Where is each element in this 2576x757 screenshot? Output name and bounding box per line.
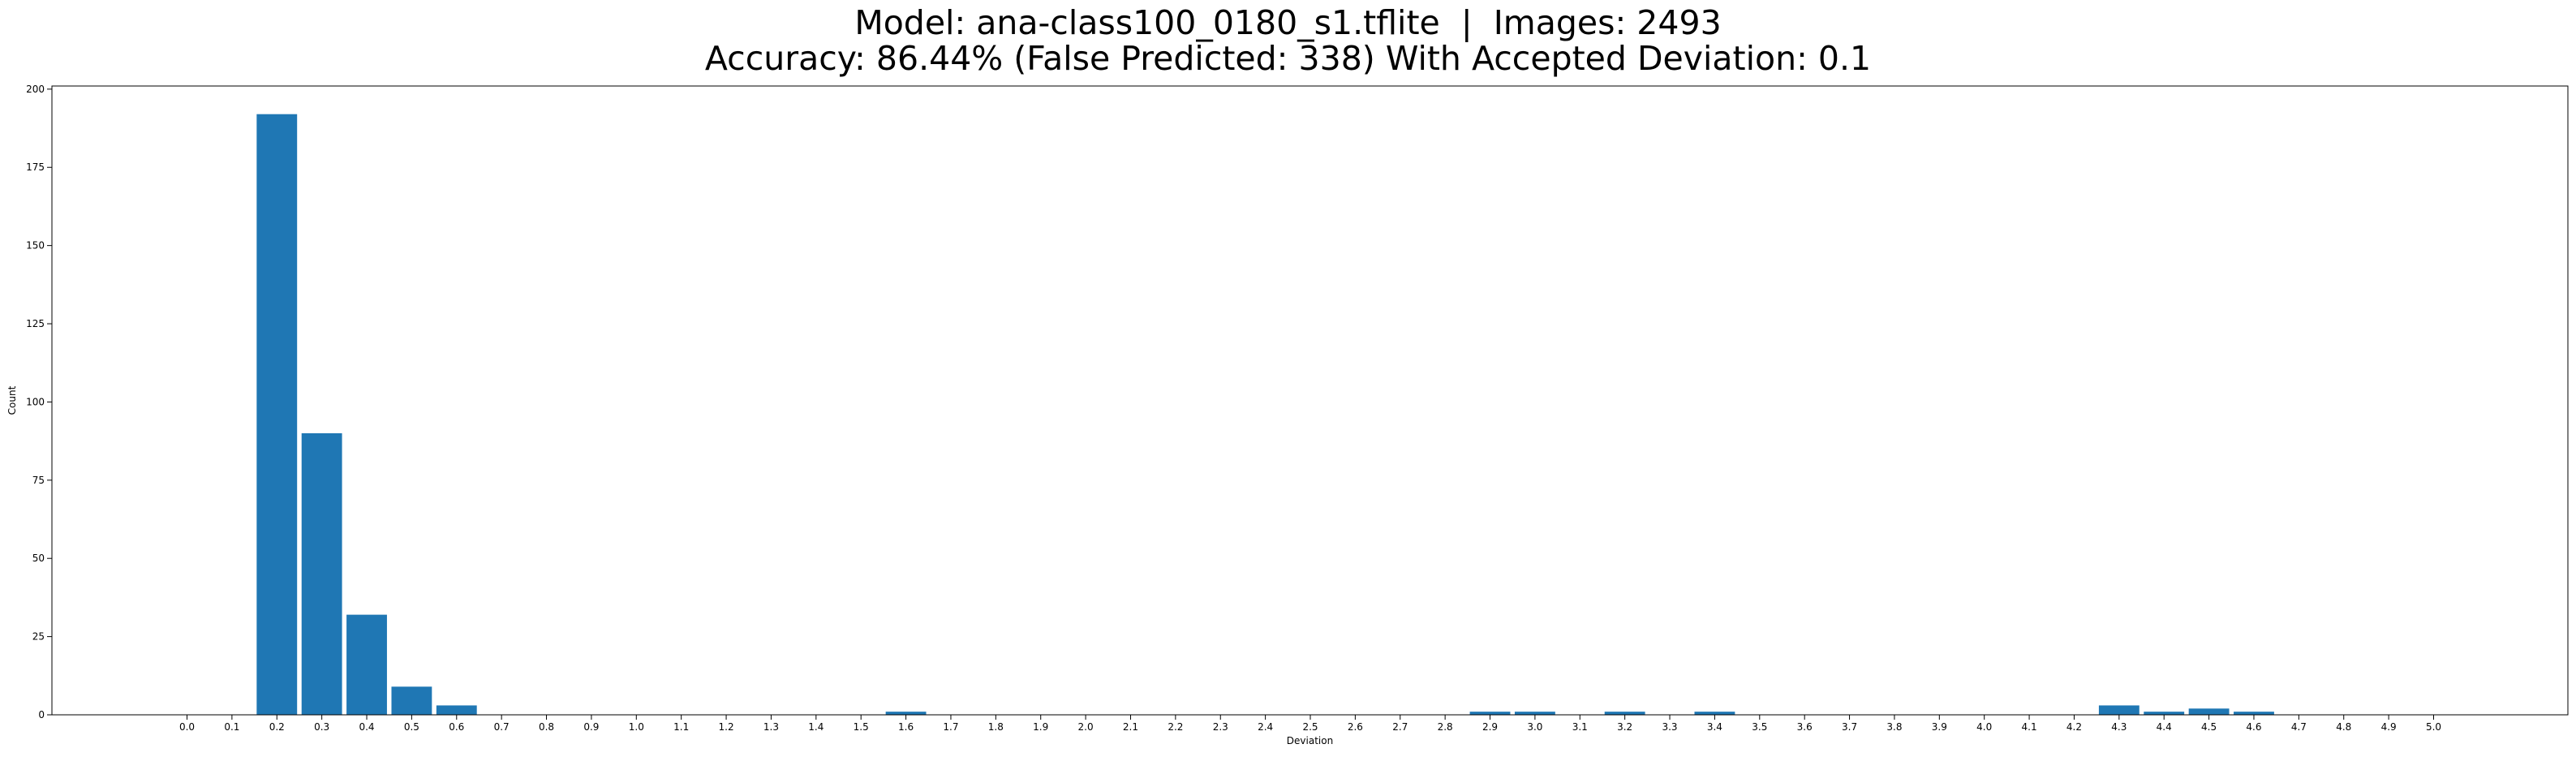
y-tick-label: 175 (26, 161, 45, 173)
x-tick-label: 4.4 (2157, 721, 2172, 733)
x-tick-label: 3.9 (1932, 721, 1947, 733)
x-tick-label: 3.3 (1662, 721, 1677, 733)
x-tick-label: 2.7 (1392, 721, 1408, 733)
x-tick-label: 1.0 (629, 721, 644, 733)
bar-4.6 (2234, 712, 2274, 715)
y-tick-label: 0 (38, 709, 45, 720)
y-tick-label: 50 (32, 553, 45, 564)
x-tick-label: 3.2 (1617, 721, 1632, 733)
x-tick-label: 3.6 (1797, 721, 1813, 733)
x-tick-label: 0.8 (539, 721, 554, 733)
y-tick-label: 125 (26, 318, 45, 329)
x-tick-label: 4.2 (2066, 721, 2082, 733)
x-tick-label: 0.6 (449, 721, 464, 733)
x-tick-label: 0.0 (179, 721, 195, 733)
x-tick-label: 1.9 (1033, 721, 1048, 733)
bar-1.6 (885, 712, 927, 715)
y-tick-label: 200 (26, 84, 45, 95)
x-tick-label: 4.3 (2111, 721, 2127, 733)
x-tick-label: 3.4 (1707, 721, 1722, 733)
bar-0.2 (256, 114, 298, 715)
x-tick-label: 0.1 (224, 721, 239, 733)
x-tick-label: 4.7 (2291, 721, 2307, 733)
x-tick-label: 2.9 (1482, 721, 1498, 733)
y-axis: 0 25 50 75 100 125 150 175 200 (26, 84, 52, 720)
x-tick-label: 5.0 (2426, 721, 2441, 733)
bar-4.3 (2098, 705, 2139, 715)
bar-3.2 (1604, 712, 1645, 715)
x-tick-label: 0.3 (314, 721, 329, 733)
x-tick-label: 1.4 (808, 721, 824, 733)
x-tick-label: 1.2 (719, 721, 734, 733)
x-tick-label: 1.8 (988, 721, 1004, 733)
x-tick-label: 3.8 (1886, 721, 1902, 733)
bar-0.5 (391, 686, 432, 715)
x-tick-label: 4.8 (2336, 721, 2351, 733)
x-tick-label: 1.5 (854, 721, 869, 733)
x-tick-label: 0.5 (404, 721, 419, 733)
y-axis-label: Count (6, 385, 18, 415)
x-tick-label: 2.8 (1438, 721, 1453, 733)
x-tick-label: 1.1 (673, 721, 689, 733)
y-tick-label: 150 (26, 240, 45, 252)
x-tick-label: 0.9 (583, 721, 599, 733)
x-tick-label: 1.6 (898, 721, 914, 733)
y-tick-label: 100 (26, 396, 45, 407)
plot-frame (51, 85, 2569, 716)
chart-title-line-1: Model: ana-class100_0180_s1.tflite | Ima… (854, 3, 1722, 42)
x-tick-label: 2.5 (1302, 721, 1318, 733)
x-tick-label: 2.2 (1168, 721, 1183, 733)
y-tick-label: 75 (32, 475, 45, 486)
bar-0.3 (301, 432, 342, 715)
x-tick-label: 2.1 (1123, 721, 1138, 733)
y-tick-label: 25 (32, 631, 45, 643)
bar-4.5 (2188, 708, 2230, 715)
x-tick-label: 2.3 (1213, 721, 1228, 733)
x-tick-label: 4.5 (2201, 721, 2217, 733)
x-tick-label: 3.5 (1752, 721, 1767, 733)
x-tick-label: 4.0 (1976, 721, 1992, 733)
x-tick-label: 1.7 (943, 721, 958, 733)
x-tick-label: 4.6 (2246, 721, 2261, 733)
x-tick-label: 0.7 (494, 721, 510, 733)
x-tick-label: 3.0 (1527, 721, 1542, 733)
x-tick-label: 0.4 (359, 721, 374, 733)
bars-group (256, 114, 2274, 715)
x-tick-label: 4.9 (2381, 721, 2397, 733)
bar-3.0 (1514, 712, 1555, 715)
x-tick-label: 4.1 (2022, 721, 2037, 733)
x-tick-label: 0.2 (269, 721, 285, 733)
x-tick-label: 1.3 (763, 721, 779, 733)
bar-3.4 (1694, 712, 1735, 715)
x-tick-label: 2.0 (1078, 721, 1094, 733)
x-axis: 0.0 0.1 0.2 0.3 0.4 0.5 0.6 0.7 0.8 0.9 1.0 1.1 1.2 1… (179, 715, 2441, 733)
x-tick-label: 2.4 (1258, 721, 1273, 733)
x-tick-label: 3.7 (1842, 721, 1857, 733)
chart-title-line-2: Accuracy: 86.44% (False Predicted: 338) … (704, 39, 1872, 78)
x-axis-label: Deviation (1287, 735, 1333, 746)
x-tick-label: 2.6 (1348, 721, 1363, 733)
bar-0.4 (346, 614, 387, 715)
x-tick-label: 3.1 (1572, 721, 1588, 733)
bar-4.4 (2144, 712, 2185, 715)
bar-2.9 (1469, 712, 1511, 715)
bar-0.6 (436, 705, 477, 715)
